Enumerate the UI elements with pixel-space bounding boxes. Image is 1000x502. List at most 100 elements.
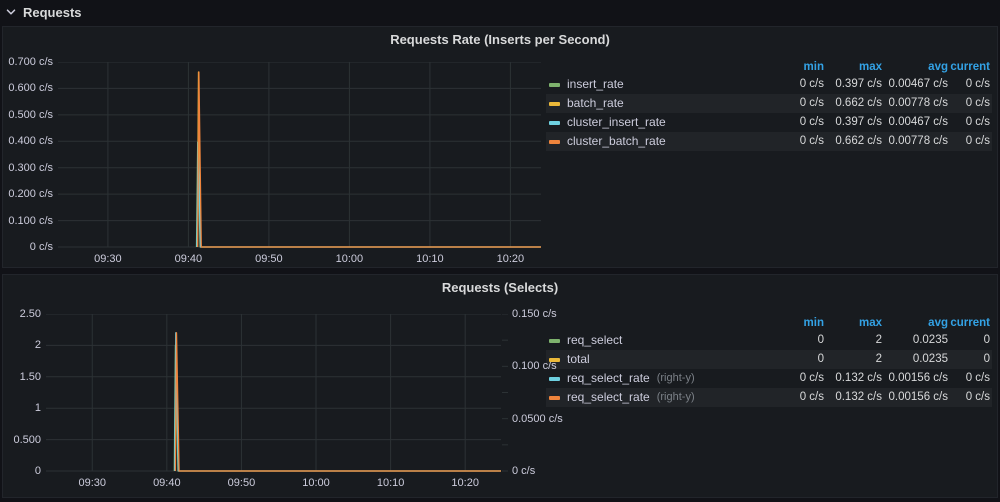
y-axis-tick-label: 1.50: [19, 370, 41, 383]
x-axis-tick-label: 10:00: [302, 477, 330, 489]
legend-avg-value: 0.0235: [884, 350, 950, 369]
y-axis-tick-label: 0.700 c/s: [8, 56, 53, 68]
legend-header-min[interactable]: min: [803, 61, 824, 73]
x-axis-tick-label: 10:00: [335, 253, 364, 265]
x-axis-tick-label: 09:40: [174, 253, 203, 265]
legend-header-avg[interactable]: avg: [928, 61, 948, 73]
legend-header-current[interactable]: current: [950, 61, 990, 73]
legend-series-toggle[interactable]: req_select: [546, 331, 778, 350]
right-y-axis-tick-label: 0.100 c/s: [512, 360, 557, 373]
legend-series-toggle[interactable]: insert_rate: [546, 75, 778, 94]
legend-min-value: 0 c/s: [799, 78, 824, 90]
x-axis-tick-label: 10:20: [451, 477, 479, 489]
series-name: cluster_insert_rate: [567, 115, 666, 129]
legend-max-value: 0.397 c/s: [835, 78, 882, 90]
legend-header-avg[interactable]: avg: [928, 317, 948, 329]
legend-series-toggle[interactable]: cluster_insert_rate: [546, 113, 778, 132]
legend-max-value: 0.662 c/s: [826, 94, 884, 113]
legend-series-toggle[interactable]: req_select_rate (right-y): [546, 388, 778, 407]
legend-header-current[interactable]: current: [950, 317, 990, 329]
series-line-req_select_rate: [174, 332, 501, 472]
series-name: req_select: [567, 333, 623, 347]
x-axis-tick-label: 09:50: [255, 253, 283, 265]
legend-series-toggle[interactable]: batch_rate: [546, 94, 778, 113]
series-name: cluster_batch_rate: [567, 134, 666, 148]
legend-current-value: 0 c/s: [950, 132, 992, 151]
y-axis-tick-label: 0.400 c/s: [8, 135, 53, 148]
y-axis-tick-label: 0 c/s: [29, 241, 53, 253]
series-color-swatch: [549, 101, 560, 106]
series-axis-suffix: (right-y): [656, 391, 695, 403]
row-title: Requests: [23, 4, 82, 20]
y-axis-tick-label: 0: [34, 465, 41, 477]
right-y-axis-tick-label: 0.0500 c/s: [512, 412, 563, 425]
panel-requests-selects: Requests (Selects) 2.50 2 1.50 1 0.500 0 0.150…: [2, 274, 998, 498]
time-series-chart[interactable]: [46, 314, 509, 473]
legend-min-value: 0 c/s: [778, 132, 826, 151]
legend-current-value: 0 c/s: [965, 372, 990, 384]
series-color-swatch: [549, 139, 560, 144]
legend-min-value: 0: [817, 334, 824, 346]
y-axis-tick-label: 2: [34, 339, 41, 352]
x-axis-tick-label: 09:40: [153, 477, 181, 489]
legend-table: min max avg current req_select 0 2 0.0235 0…: [546, 315, 992, 407]
series-color-swatch: [549, 120, 560, 125]
panel-title[interactable]: Requests Rate (Inserts per Second): [390, 32, 610, 47]
legend-current-value: 0: [950, 350, 992, 369]
legend-header-spacer: [546, 315, 778, 331]
legend-avg-value: 0.00467 c/s: [888, 116, 948, 128]
time-series-chart[interactable]: [58, 62, 549, 249]
y-axis-tick-label: 0.300 c/s: [8, 161, 53, 174]
legend-series-toggle[interactable]: total: [546, 350, 778, 369]
right-y-axis-tick-label: 0.150 c/s: [512, 308, 557, 320]
x-axis-tick-label: 09:50: [227, 477, 256, 489]
panel-requests-rate: Requests Rate (Inserts per Second) 0.700…: [2, 26, 998, 268]
x-axis-tick-label: 10:10: [376, 477, 405, 489]
legend-max-value: 2: [875, 334, 882, 346]
y-axis-tick-label: 0.200 c/s: [8, 188, 53, 201]
y-axis-tick-label: 0.100 c/s: [8, 214, 53, 227]
series-name: req_select_rate: [567, 390, 650, 404]
legend-series-toggle[interactable]: cluster_batch_rate: [546, 132, 778, 151]
legend-max-value: 0.132 c/s: [835, 372, 882, 384]
series-line-req_select_rate: [174, 332, 501, 472]
legend-series-toggle[interactable]: req_select_rate (right-y): [546, 369, 778, 388]
legend-avg-value: 0.00156 c/s: [888, 372, 948, 384]
legend-max-value: 0.132 c/s: [826, 388, 884, 407]
legend-avg-value: 0.00778 c/s: [884, 94, 950, 113]
series-name: req_select_rate: [567, 371, 650, 385]
legend-min-value: 0 c/s: [799, 372, 824, 384]
legend-current-value: 0: [983, 334, 990, 346]
series-axis-suffix: (right-y): [656, 372, 695, 384]
right-y-axis-tick-label: 0 c/s: [512, 465, 536, 477]
series-color-swatch: [549, 82, 560, 87]
y-axis-tick-label: 0.500: [13, 433, 41, 446]
series-name: batch_rate: [567, 96, 624, 110]
series-line-cluster_batch_rate: [197, 71, 541, 248]
y-axis-tick-label: 1: [34, 402, 41, 415]
y-axis-tick-label: 2.50: [19, 308, 41, 320]
x-axis-tick-label: 09:30: [94, 253, 122, 265]
legend-header-max[interactable]: max: [858, 61, 882, 73]
legend-header-max[interactable]: max: [858, 317, 882, 329]
y-axis-tick-label: 0.500 c/s: [8, 108, 53, 121]
legend-avg-value: 0.00467 c/s: [888, 78, 948, 90]
legend-current-value: 0 c/s: [965, 116, 990, 128]
legend-current-value: 0 c/s: [965, 78, 990, 90]
legend-avg-value: 0.00156 c/s: [884, 388, 950, 407]
legend-avg-value: 0.00778 c/s: [884, 132, 950, 151]
legend-min-value: 0 c/s: [778, 388, 826, 407]
legend-max-value: 0.397 c/s: [835, 116, 882, 128]
x-axis-tick-label: 09:30: [78, 477, 106, 489]
series-color-swatch: [549, 338, 560, 343]
legend-header-min[interactable]: min: [803, 317, 824, 329]
series-color-swatch: [549, 376, 560, 381]
x-axis-tick-label: 10:10: [416, 253, 444, 265]
legend-header-spacer: [546, 59, 778, 75]
chevron-down-icon: [6, 9, 16, 15]
panel-title[interactable]: Requests (Selects): [441, 280, 559, 295]
series-color-swatch: [549, 357, 560, 362]
dashboard-row-requests[interactable]: Requests: [4, 1, 82, 23]
legend-current-value: 0 c/s: [950, 388, 992, 407]
